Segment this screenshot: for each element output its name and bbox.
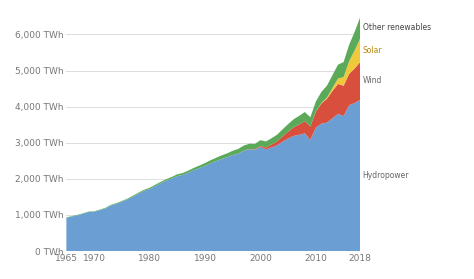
Text: Solar: Solar <box>363 46 382 55</box>
Text: Other renewables: Other renewables <box>363 23 431 32</box>
Text: Wind: Wind <box>363 76 382 85</box>
Text: Hydropower: Hydropower <box>363 171 409 180</box>
